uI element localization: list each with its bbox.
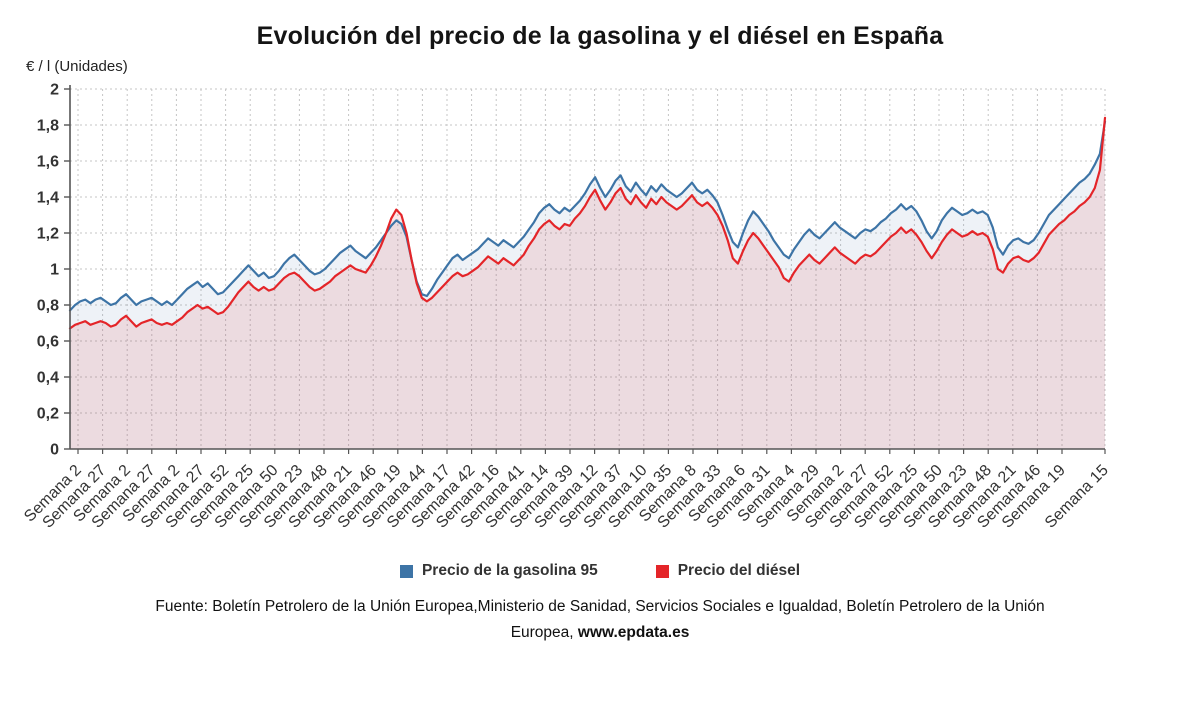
series-areas — [70, 117, 1105, 450]
svg-text:1: 1 — [50, 262, 59, 279]
axes — [64, 85, 1106, 454]
epdata-link[interactable]: www.epdata.es — [577, 623, 690, 641]
source-text: Fuente: Boletín Petrolero de la Unión Eu… — [155, 598, 1045, 641]
chart-legend: Precio de la gasolina 95 Precio del diés… — [0, 562, 1200, 580]
legend-label-gasolina-95: Precio de la gasolina 95 — [421, 562, 598, 579]
svg-text:0,4: 0,4 — [37, 370, 59, 387]
svg-text:0,6: 0,6 — [37, 334, 59, 351]
diesel-swatch-icon — [655, 564, 669, 578]
svg-text:0,2: 0,2 — [37, 406, 59, 423]
svg-text:1,4: 1,4 — [37, 190, 59, 207]
gasolina-95-swatch-icon — [399, 564, 413, 578]
source-note: Fuente: Boletín Petrolero de la Unión Eu… — [125, 594, 1075, 645]
svg-text:2: 2 — [50, 82, 59, 99]
series-lines — [68, 116, 1107, 330]
svg-text:1,6: 1,6 — [37, 154, 59, 171]
svg-text:1,8: 1,8 — [37, 118, 59, 135]
svg-text:1,2: 1,2 — [37, 226, 59, 243]
legend-label-diesel: Precio del diésel — [677, 562, 801, 579]
grid-lines — [70, 88, 1106, 449]
svg-text:0: 0 — [50, 442, 59, 459]
svg-text:0,8: 0,8 — [37, 298, 59, 315]
y-axis-unit-label: € / l (Unidades) — [26, 58, 128, 75]
chart-title: Evolución del precio de la gasolina y el… — [256, 22, 944, 50]
price-evolution-chart: € / l (Unidades) 2 1,8 1,6 1,4 1,2 1 0,8 0,6 0,4… — [21, 58, 1112, 532]
legend-item-diesel: Precio del diésel — [655, 562, 801, 580]
legend-item-gasolina-95: Precio de la gasolina 95 — [399, 562, 598, 580]
